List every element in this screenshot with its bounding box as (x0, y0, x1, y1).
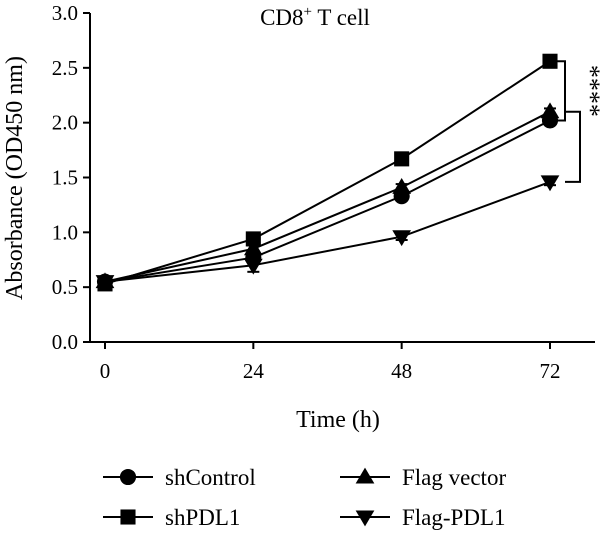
data-point (243, 258, 263, 275)
legend-item: shPDL1 (103, 505, 240, 530)
significance-layer: **** **** (550, 60, 600, 183)
svg-text:CD8+ T cell: CD8+ T cell (260, 4, 370, 30)
data-point (243, 239, 263, 256)
significance-label: **** (576, 65, 600, 117)
legend-label: shControl (165, 465, 256, 490)
legend-marker (355, 510, 375, 527)
y-tick-label: 1.5 (52, 166, 78, 190)
series-flag-pdl1 (95, 175, 560, 292)
x-tick-label: 24 (243, 359, 265, 383)
legend-item: Flag vector (340, 465, 506, 490)
x-axis-ticks: 0 24 48 72 (100, 342, 561, 383)
y-tick-label: 0.0 (52, 330, 78, 354)
legend: shControl shPDL1 Flag vector Flag-PDL1 (103, 465, 506, 530)
bracket-line (550, 60, 566, 122)
chart-title-sup: + (304, 4, 312, 20)
series-line (104, 60, 551, 285)
chart-title-rest: T cell (312, 5, 370, 30)
legend-label: shPDL1 (165, 505, 240, 530)
significance-bracket: **** (550, 60, 600, 122)
chart-title: CD8+ T cell (260, 4, 370, 30)
series-line (104, 119, 551, 283)
data-point (540, 175, 560, 192)
significance-label: **** (591, 121, 600, 173)
x-axis-title: Time (h) (296, 407, 380, 433)
bracket-line (565, 110, 581, 183)
legend-item: shControl (103, 465, 256, 490)
y-axis-title: Absorbance (OD450 nm) (2, 56, 28, 300)
significance-bracket: **** (565, 110, 600, 183)
y-tick-label: 3.0 (52, 1, 78, 25)
data-point (540, 102, 560, 119)
y-axis-ticks: 0.0 0.5 1.0 1.5 2.0 2.5 3.0 (52, 1, 90, 354)
y-tick-label: 2.0 (52, 111, 78, 135)
data-point (392, 230, 412, 247)
x-tick-label: 0 (100, 359, 111, 383)
y-tick-label: 1.0 (52, 220, 78, 244)
series-shcontrol (96, 112, 559, 290)
series-layer (95, 53, 560, 292)
legend-marker (120, 509, 136, 525)
y-tick-label: 2.5 (52, 56, 78, 80)
legend-marker (355, 467, 375, 484)
series-flag-vector (95, 102, 560, 289)
data-point (394, 151, 410, 167)
legend-label: Flag vector (402, 465, 506, 490)
x-tick-label: 48 (391, 359, 412, 383)
y-tick-label: 0.5 (52, 275, 78, 299)
series-shpdl1 (97, 53, 558, 292)
x-tick-label: 72 (540, 359, 561, 383)
chart-title-main: CD8 (260, 5, 303, 30)
axes (89, 13, 595, 343)
data-point (245, 231, 261, 247)
legend-label: Flag-PDL1 (402, 505, 506, 530)
legend-marker (119, 468, 137, 486)
data-point (95, 275, 115, 292)
series-line (104, 180, 551, 283)
data-point (392, 178, 412, 194)
legend-item: Flag-PDL1 (340, 505, 506, 530)
series-line (104, 110, 551, 283)
